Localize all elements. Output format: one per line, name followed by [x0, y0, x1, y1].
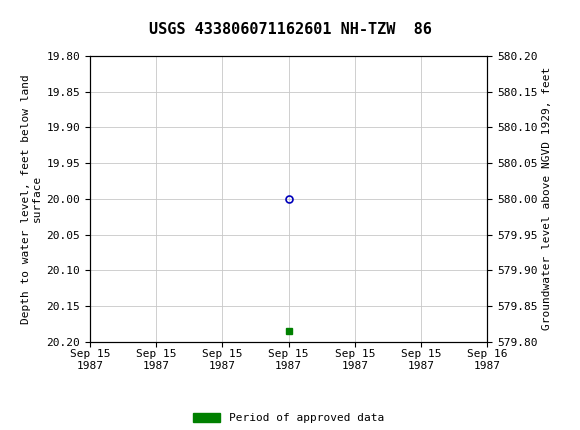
- Y-axis label: Depth to water level, feet below land
surface: Depth to water level, feet below land su…: [21, 74, 42, 324]
- FancyBboxPatch shape: [3, 3, 29, 29]
- Text: █USGS: █USGS: [6, 9, 64, 25]
- Y-axis label: Groundwater level above NGVD 1929, feet: Groundwater level above NGVD 1929, feet: [542, 67, 552, 331]
- Legend: Period of approved data: Period of approved data: [188, 408, 389, 428]
- Text: USGS 433806071162601 NH-TZW  86: USGS 433806071162601 NH-TZW 86: [148, 22, 432, 37]
